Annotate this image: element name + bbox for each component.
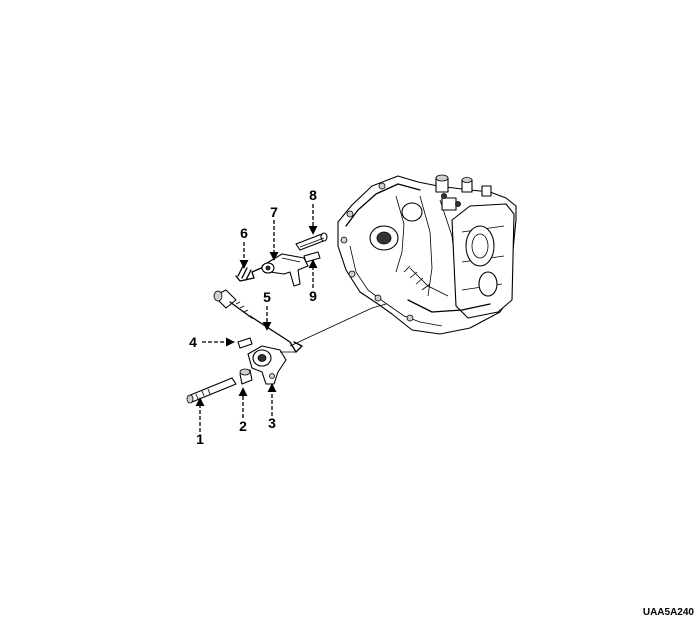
callout-2: 2 bbox=[239, 418, 247, 434]
callout-6: 6 bbox=[240, 225, 248, 241]
bushing bbox=[239, 368, 253, 385]
release-fork bbox=[261, 253, 309, 287]
callout-7: 7 bbox=[270, 204, 278, 220]
callout-1: 1 bbox=[196, 431, 204, 447]
pushrod-bolt bbox=[186, 377, 237, 404]
callout-8: 8 bbox=[309, 187, 317, 203]
callout-9: 9 bbox=[309, 288, 317, 304]
callout-labels: 1 2 3 4 5 6 7 8 9 bbox=[189, 187, 317, 447]
shaft-pin bbox=[303, 251, 321, 263]
release-fork-shaft bbox=[295, 232, 328, 251]
release-lever-bracket bbox=[247, 345, 296, 385]
leader-lines bbox=[195, 204, 318, 432]
figure-code: UAA5A240 bbox=[642, 607, 694, 618]
callout-5: 5 bbox=[263, 289, 271, 305]
callout-4: 4 bbox=[189, 334, 197, 350]
pivot-pin bbox=[237, 337, 253, 349]
transmission-case bbox=[337, 174, 517, 335]
callout-3: 3 bbox=[268, 415, 276, 431]
clutch-release-rod bbox=[213, 289, 387, 353]
